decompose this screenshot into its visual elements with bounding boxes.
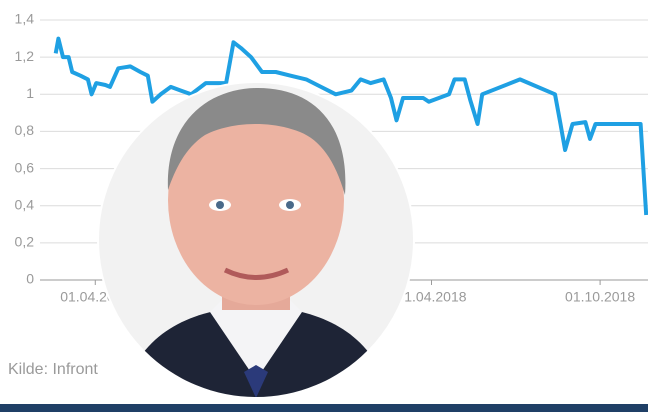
pupil — [216, 201, 224, 209]
x-tick-label: 01.04.2018 — [396, 289, 466, 305]
x-tick-label: 01.10.2018 — [565, 289, 635, 305]
y-tick-label: 0,4 — [15, 196, 35, 212]
y-tick-label: 1,4 — [15, 11, 35, 27]
mouth — [223, 267, 290, 280]
y-tick-label: 0 — [26, 271, 34, 287]
price-line — [53, 36, 648, 216]
line-layer — [53, 36, 648, 216]
bottom-bar — [0, 404, 648, 412]
y-tick-label: 0,2 — [15, 234, 35, 250]
face — [168, 95, 344, 305]
y-tick-label: 1 — [26, 85, 34, 101]
source-note: Kilde: Infront — [8, 361, 98, 378]
y-tick-label: 0,6 — [15, 159, 35, 175]
y-tick-label: 1,2 — [15, 48, 35, 64]
pupil — [286, 201, 294, 209]
portrait-figure — [120, 88, 392, 397]
shirt — [210, 300, 302, 380]
portrait — [97, 81, 415, 399]
y-tick-label: 0,8 — [15, 122, 35, 138]
tie — [244, 365, 268, 397]
hair — [167, 88, 346, 195]
